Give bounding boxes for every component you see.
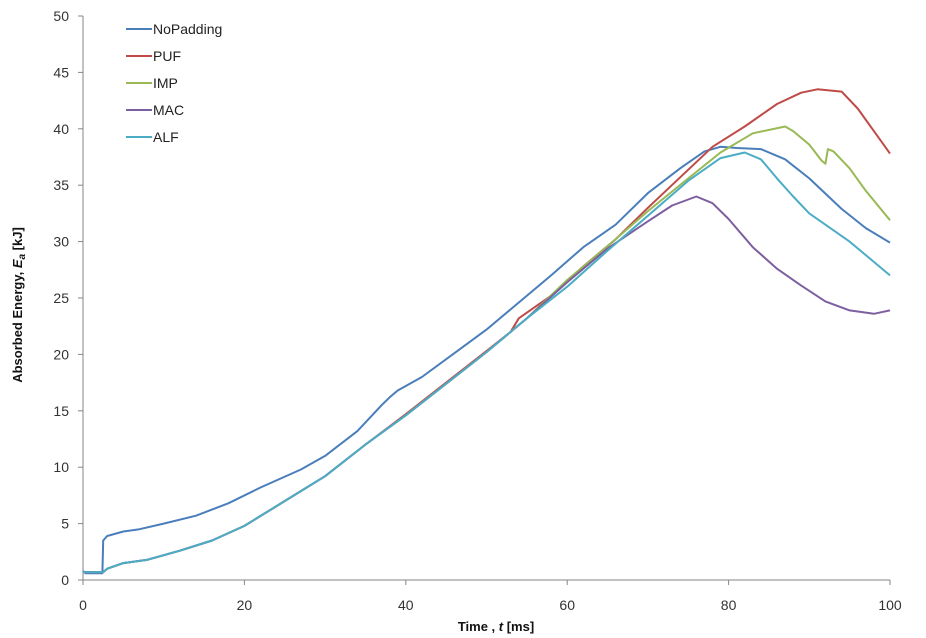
series-line-imp: [83, 125, 891, 574]
x-tick-label: 20: [237, 597, 253, 613]
legend-item-nopadding: NoPadding: [126, 21, 222, 37]
y-tick-label: 45: [53, 64, 69, 80]
legend-item-mac: MAC: [126, 102, 184, 118]
legend-item-imp: IMP: [126, 75, 178, 91]
y-tick-label: 25: [53, 290, 69, 306]
x-tick-label: 60: [559, 597, 575, 613]
y-axis-tick-labels: 0 5 10 15 20 25 30 35 40 45 50: [53, 8, 69, 588]
series-line-nopadding: [82, 145, 891, 575]
legend-label: PUF: [153, 48, 181, 64]
y-tick-label: 20: [53, 346, 69, 362]
x-tick-label: 0: [79, 597, 87, 613]
axes: [78, 15, 891, 585]
y-tick-label: 30: [53, 234, 69, 250]
legend-label: ALF: [153, 129, 179, 145]
y-tick-label: 10: [53, 459, 69, 475]
legend: NoPadding PUF IMP MAC ALF: [126, 21, 222, 145]
y-tick-label: 50: [53, 8, 69, 24]
legend-label: NoPadding: [153, 21, 222, 37]
x-axis-tick-labels: 0 20 40 60 80 100: [79, 597, 902, 613]
x-tick-label: 40: [398, 597, 414, 613]
y-tick-label: 5: [61, 516, 69, 532]
x-tick-label: 80: [721, 597, 737, 613]
y-tick-label: 40: [53, 121, 69, 137]
y-tick-label: 35: [53, 177, 69, 193]
series-line-mac: [83, 195, 891, 574]
y-axis-title: Absorbed Energy, Ea [kJ]: [10, 227, 28, 383]
legend-item-puf: PUF: [126, 48, 181, 64]
y-tick-label: 0: [61, 572, 69, 588]
legend-item-alf: ALF: [126, 129, 179, 145]
legend-label: MAC: [153, 102, 184, 118]
y-tick-label: 15: [53, 403, 69, 419]
series-layer: [82, 88, 891, 575]
x-tick-label: 100: [878, 597, 902, 613]
legend-label: IMP: [153, 75, 178, 91]
series-line-alf: [83, 151, 891, 574]
x-axis-title: Time , t [ms]: [458, 619, 534, 634]
